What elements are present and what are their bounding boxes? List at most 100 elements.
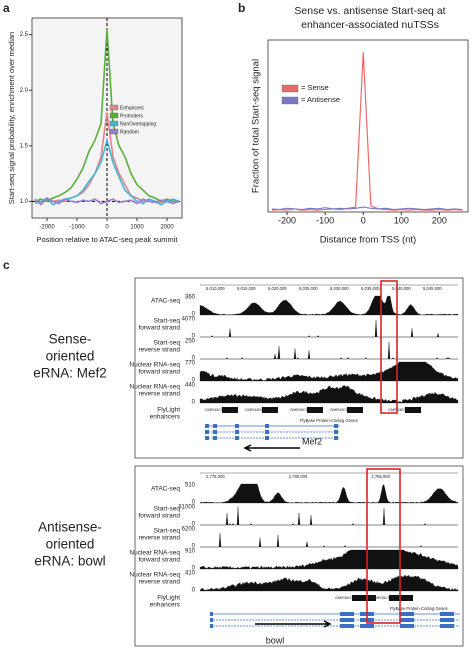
track-label: Nuclear RNA-seq xyxy=(129,572,180,579)
track-label: Start-seq xyxy=(154,340,181,347)
track-label: Nuclear RNA-seq xyxy=(129,550,180,557)
x-tick-label: -1000 xyxy=(69,225,85,231)
track-min: 0 xyxy=(192,500,196,506)
exon xyxy=(235,424,239,428)
y-tick-label: 2.0 xyxy=(20,88,29,94)
gene-track-label: FlyBase Protein-Coding Genes xyxy=(300,418,358,423)
ruler-label: 5,035,000 xyxy=(361,286,380,291)
track-label: forward strand xyxy=(138,369,180,376)
y-axis-label: Start-seq signal probability, enrichment… xyxy=(7,32,16,204)
exon xyxy=(340,624,354,628)
track-max: 6200 xyxy=(182,527,196,533)
exon xyxy=(213,424,217,428)
track-label: reverse strand xyxy=(138,347,180,354)
legend-label: Random xyxy=(120,129,139,135)
exon xyxy=(440,624,454,628)
signal-track xyxy=(199,549,459,570)
y-tick-label: 1.0 xyxy=(20,199,29,205)
track-max: 4070 xyxy=(182,317,196,323)
signal-track xyxy=(199,385,459,404)
y-tick-label: 1.5 xyxy=(20,143,29,149)
legend-swatch xyxy=(281,96,299,105)
exon xyxy=(400,618,414,622)
ruler-label: 5,015,000 xyxy=(237,286,256,291)
exon xyxy=(210,618,213,622)
track-label: Nuclear RNA-seq xyxy=(129,362,180,369)
enhancer-label: GMR35C04 xyxy=(372,596,392,600)
legend-swatch xyxy=(109,120,119,127)
ruler-label: 5,020,000 xyxy=(268,286,287,291)
x-tick-label: -100 xyxy=(316,215,334,225)
legend-swatch xyxy=(109,128,119,135)
enhancer-label: GMR43C01 xyxy=(205,408,225,412)
track-min: 0 xyxy=(192,312,196,318)
legend-label: Enhancers xyxy=(120,105,144,111)
y-tick-label: 2.5 xyxy=(20,32,29,38)
legend-swatch xyxy=(281,84,299,93)
signal-track xyxy=(199,574,459,592)
x-tick-label: -200 xyxy=(278,215,296,225)
x-tick-label: 1000 xyxy=(130,225,144,231)
x-tick-label: -2000 xyxy=(39,225,55,231)
track-min: 0 xyxy=(192,566,196,572)
track-label: reverse strand xyxy=(138,391,180,398)
track-label: FlyLight xyxy=(157,407,180,414)
panel-letter: b xyxy=(238,1,245,15)
track-label: reverse strand xyxy=(138,579,180,586)
gene-label: bowl xyxy=(266,635,285,645)
x-tick-label: 100 xyxy=(394,215,409,225)
signal-track xyxy=(199,483,459,504)
series-line xyxy=(34,137,180,206)
enhancer-label: GMR43C03 xyxy=(330,408,350,412)
exon xyxy=(213,436,217,440)
region-label: Sense- xyxy=(49,332,92,347)
gene-track-label: FlyBase Protein-Coding Genes xyxy=(390,606,448,611)
track-min: 0 xyxy=(192,588,196,594)
exon xyxy=(400,612,414,616)
signal-track xyxy=(200,341,458,360)
legend-label: Promoters xyxy=(120,113,144,119)
track-label: ATAC-seq xyxy=(151,298,180,305)
ruler-label: 2,780,000 xyxy=(289,474,308,479)
track-min: 0 xyxy=(192,544,196,550)
region-label: eRNA: bowl xyxy=(34,554,105,569)
exon xyxy=(360,624,374,628)
signal-track xyxy=(199,361,459,382)
ruler-label: 2,785,000 xyxy=(371,474,390,479)
exon xyxy=(235,436,239,440)
enhancer-bar xyxy=(389,595,413,601)
plot-frame xyxy=(267,39,469,213)
exon xyxy=(440,618,454,622)
region-label: eRNA: Mef2 xyxy=(33,366,107,381)
exon xyxy=(210,612,213,616)
track-max: 770 xyxy=(185,361,196,367)
ruler-label: 5,010,000 xyxy=(206,286,225,291)
enhancer-label: GMR44D04 xyxy=(245,408,265,412)
enhancer-bar xyxy=(405,407,421,413)
enhancer-bar xyxy=(352,595,376,601)
signal-track xyxy=(200,532,458,548)
exon xyxy=(340,618,354,622)
ruler-label: 5,030,000 xyxy=(330,286,349,291)
enhancer-bar xyxy=(347,407,363,413)
enhancer-bar xyxy=(307,407,323,413)
highlight-box xyxy=(366,468,401,624)
track-max: 81000 xyxy=(178,505,195,511)
exon xyxy=(205,436,209,440)
track-label: enhancers xyxy=(150,414,181,421)
signal-track xyxy=(200,506,458,526)
track-min: 0 xyxy=(192,400,196,406)
series-line xyxy=(271,52,463,211)
region-label: Antisense- xyxy=(38,520,102,535)
x-axis-label: Position relative to ATAC-seq peak summi… xyxy=(36,235,178,244)
exon xyxy=(334,424,338,428)
exon xyxy=(340,612,354,616)
exon xyxy=(440,612,454,616)
x-tick-label: 200 xyxy=(432,215,447,225)
track-min: 0 xyxy=(192,378,196,384)
legend-label: NonOverlapping xyxy=(120,121,156,127)
signal-track xyxy=(199,295,459,316)
gene-label: Mef2 xyxy=(302,436,322,446)
exon xyxy=(205,430,209,434)
